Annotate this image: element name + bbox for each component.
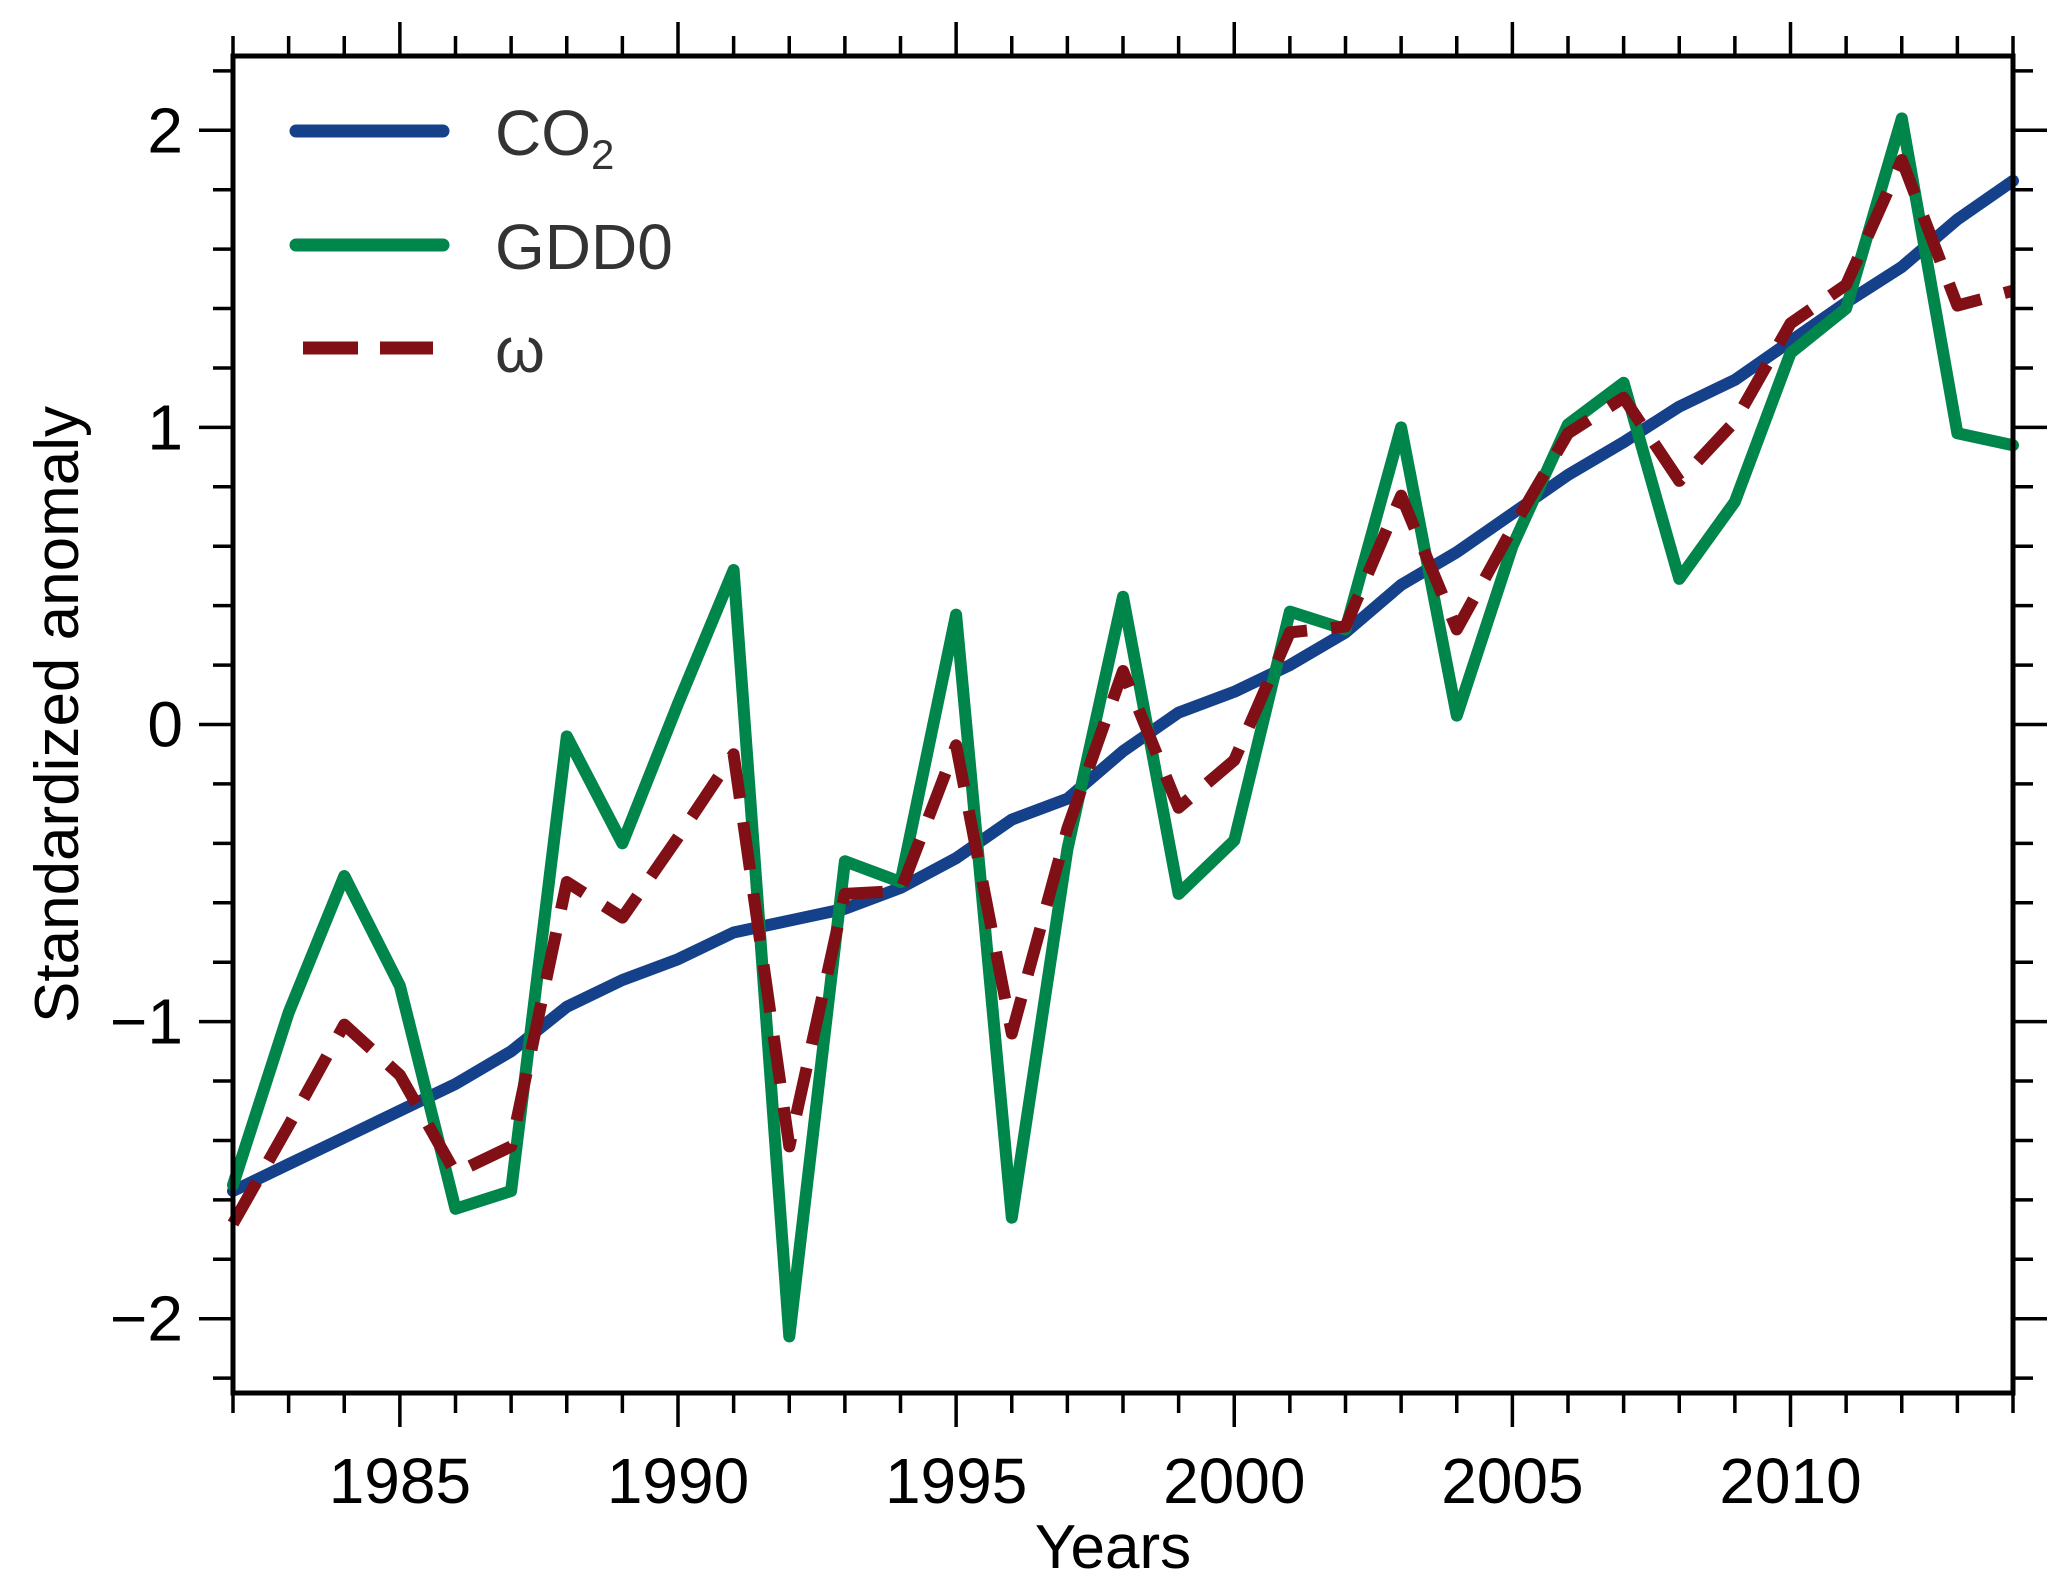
y-tick-label: −2 [110, 1283, 183, 1355]
y-axis-title: Standardized anomaly [23, 406, 92, 1023]
x-tick-label: 2005 [1441, 1445, 1583, 1517]
legend: CO2 GDD0 ω [289, 97, 673, 386]
x-axis-title: Years [1035, 1513, 1191, 1582]
legend-label: CO2 [495, 97, 614, 178]
legend-label: ω [495, 314, 545, 386]
plot-frame [230, 53, 2016, 1396]
x-tick-label: 1985 [329, 1445, 471, 1517]
x-tick-label: 2010 [1719, 1445, 1861, 1517]
x-tick-label: 1995 [885, 1445, 1027, 1517]
legend-label-main: ω [495, 314, 545, 386]
series-line-omega [227, 154, 2015, 1227]
series-lines [227, 112, 2019, 1343]
tick-labels: 1985 1990 1995 2000 2005 2010 −2 −1 0 1 2 [110, 94, 1862, 1517]
y-tick-label: 2 [147, 94, 183, 166]
y-tick-label: 0 [147, 689, 183, 761]
legend-label-main: GDD0 [495, 211, 673, 283]
legend-label-subscript: 2 [591, 131, 614, 178]
axis-ticks [199, 22, 2047, 1427]
legend-label-main: CO [495, 97, 591, 169]
y-tick-label: 1 [147, 391, 183, 463]
x-tick-label: 1990 [607, 1445, 749, 1517]
y-tick-label: −1 [110, 986, 183, 1058]
legend-label: GDD0 [495, 211, 673, 283]
x-tick-label: 2000 [1163, 1445, 1305, 1517]
